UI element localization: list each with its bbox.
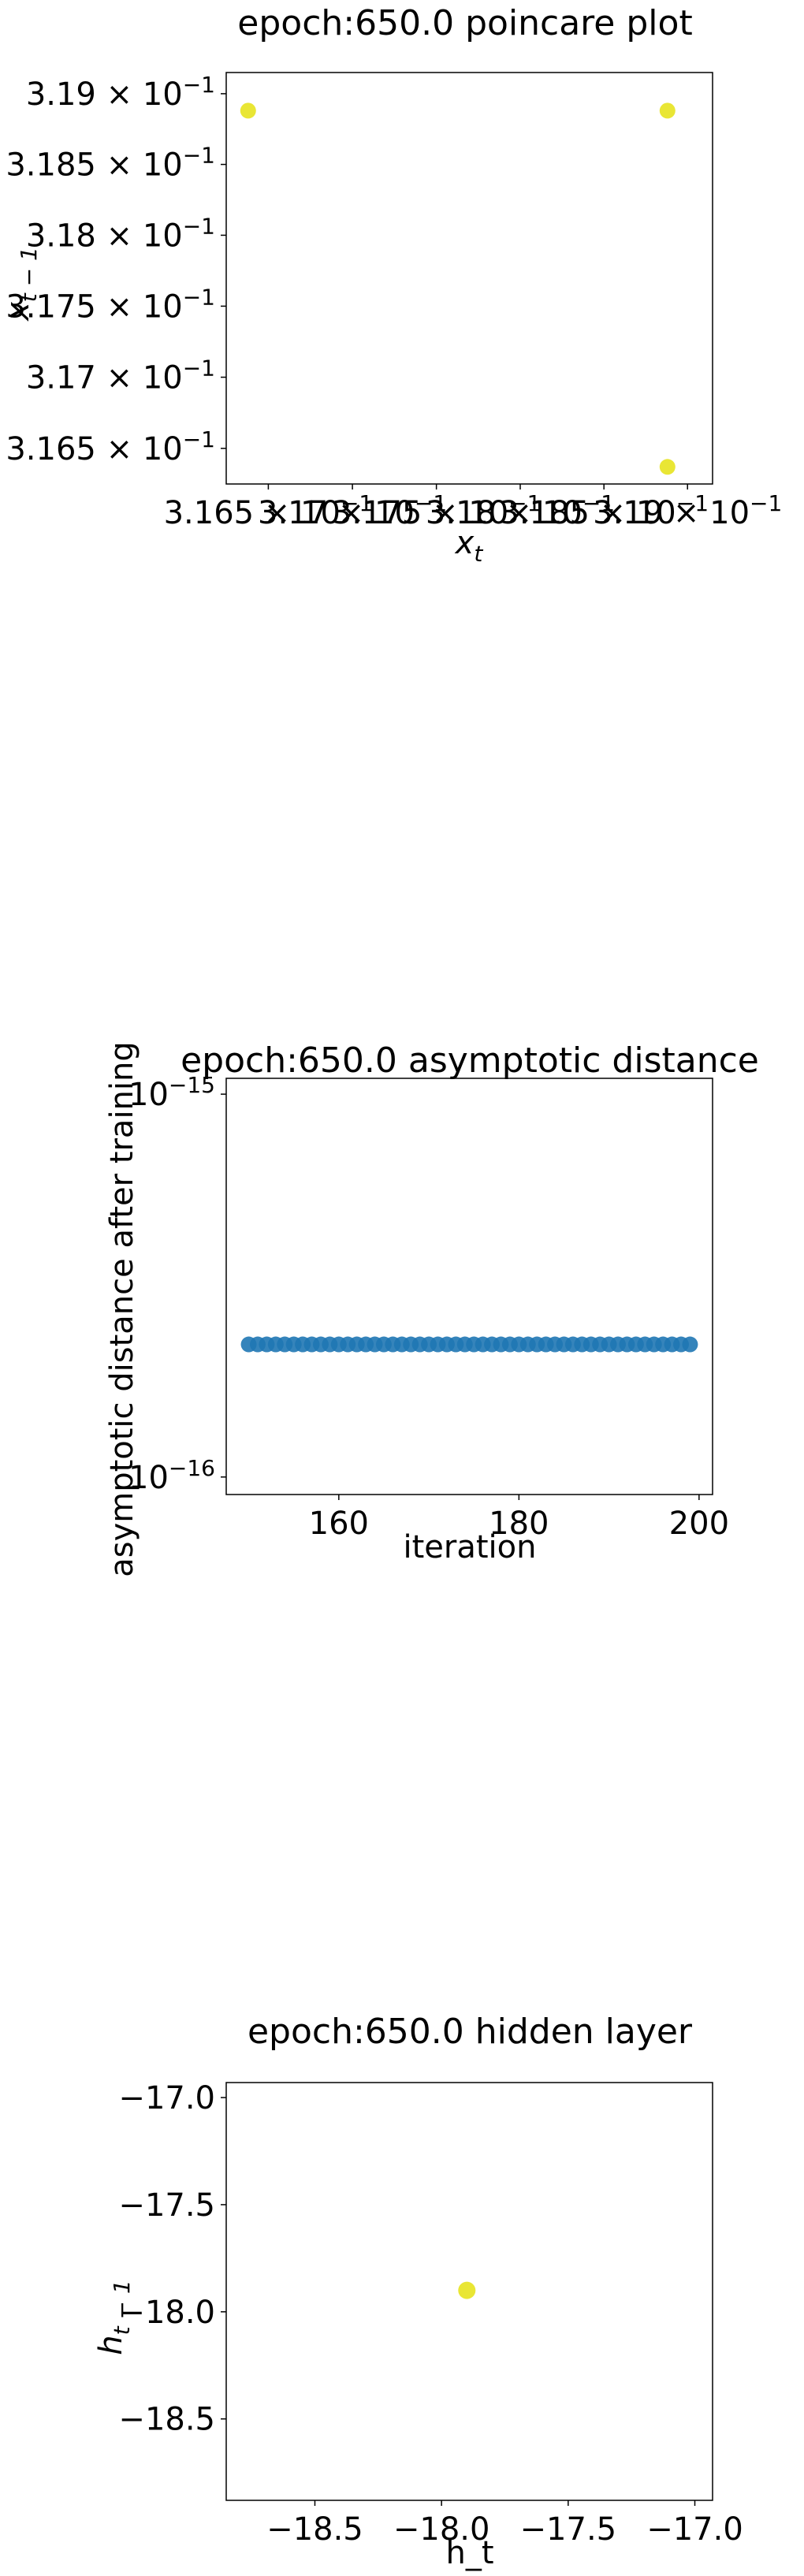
poincare-x-ticks: 3.165 × 10−13.17 × 10−13.175 × 10−13.18 … [164, 484, 782, 531]
y-tick-label: −17.5 [118, 2187, 215, 2224]
hidden-plot-frame [225, 2082, 713, 2501]
y-tick-label: −18.0 [118, 2295, 215, 2331]
data-point [659, 102, 676, 119]
x-tick-label: 180 [489, 1506, 549, 1542]
y-tick-label: 3.17 × 10−1 [26, 356, 215, 396]
poincare-y-ticks: 3.165 × 10−1 3.17 × 10−1 3.175 × 10−1 3.18 … [6, 72, 226, 467]
asymptotic-points [240, 1336, 698, 1353]
y-tick-label: −17.0 [118, 2080, 215, 2116]
asymptotic-x-ticks: 160 180 200 [309, 1495, 729, 1542]
x-tick-label: 3.18 × 10−1 [426, 490, 615, 531]
data-point [659, 459, 676, 475]
y-tick-label: −18.5 [118, 2402, 215, 2438]
hidden-points [458, 2281, 476, 2299]
y-tick-label: 3.185 × 10−1 [6, 143, 215, 184]
hidden-y-ticks: −18.5 −18.0 −17.5 −17.0 [118, 2080, 226, 2438]
y-tick-label: 3.165 × 10−1 [6, 426, 215, 467]
poincare-plot-frame [225, 72, 713, 485]
y-tick-label: 3.18 × 10−1 [26, 213, 215, 254]
y-tick-label: 3.19 × 10−1 [26, 72, 215, 113]
asymptotic-panel: epoch:650.0 asymptotic distance 10−1610−… [104, 1040, 759, 1577]
x-tick-label: −18.0 [393, 2511, 490, 2548]
hidden-panel: epoch:650.0 hidden layer −18.5 −18.0 −17.5… [93, 2012, 743, 2571]
poincare-title: epoch:650.0 poincare plot [237, 3, 692, 43]
data-point [240, 102, 256, 119]
hidden-title: epoch:650.0 hidden layer [248, 2012, 693, 2052]
poincare-panel: epoch:650.0 poincare plot 3.165 × 10−13.… [0, 3, 782, 567]
poincare-points [240, 102, 676, 475]
y-tick-label: 3.175 × 10−1 [6, 284, 215, 325]
poincare-x-axis-label: xt [454, 525, 484, 567]
asymptotic-y-axis-label: asymptotic distance after training [104, 1041, 140, 1577]
x-tick-label: 3.165 × 10−1 [164, 490, 374, 531]
x-tick-label: −17.5 [520, 2511, 617, 2548]
x-tick-label: −18.5 [266, 2511, 363, 2548]
hidden-x-ticks: −18.5 −18.0 −17.5 −17.0 [266, 2500, 743, 2548]
asymptotic-plot-frame [225, 1078, 713, 1495]
poincare-y-axis-label: xt − 1 [0, 247, 42, 322]
hidden-y-axis-label: ht − 1 [93, 2280, 135, 2355]
x-tick-label: 3.19 × 10−1 [593, 490, 782, 531]
data-point [682, 1336, 698, 1353]
asymptotic-title: epoch:650.0 asymptotic distance [181, 1040, 759, 1081]
y-tick-label: 10−15 [128, 1072, 215, 1113]
x-tick-label: 200 [669, 1506, 729, 1542]
data-point [458, 2281, 476, 2299]
hidden-x-axis-label: h_t [445, 2535, 493, 2571]
x-tick-label: −17.0 [646, 2511, 743, 2548]
x-tick-label: 3.175 × 10−1 [332, 490, 542, 531]
asymptotic-x-axis-label: iteration [404, 1529, 537, 1565]
x-tick-label: 3.17 × 10−1 [258, 490, 447, 531]
x-tick-label: 3.185 × 10−1 [499, 490, 709, 531]
x-tick-label: 160 [309, 1506, 369, 1542]
asymptotic-y-ticks: 10−16 10−15 [128, 1072, 226, 1496]
y-tick-label: 10−16 [128, 1455, 215, 1496]
